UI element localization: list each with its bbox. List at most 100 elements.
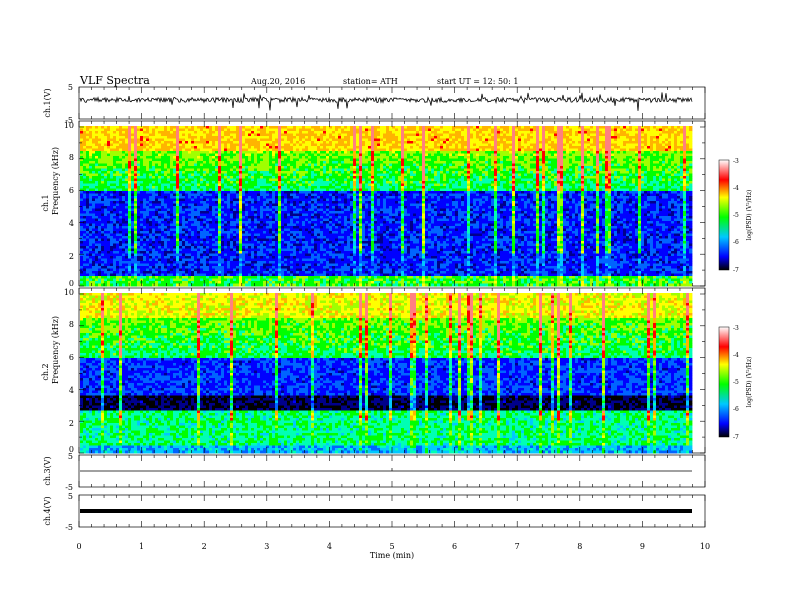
spectrogram-cell <box>254 216 258 219</box>
spectrogram-cell <box>113 198 117 202</box>
spectrogram-cell <box>152 283 156 287</box>
spectrogram-cell <box>161 168 165 172</box>
spectrogram-cell <box>230 248 234 252</box>
spectrogram-cell <box>122 133 126 137</box>
spectrogram-cell <box>248 143 252 147</box>
spectrogram-cell <box>92 141 96 144</box>
spectrogram-cell <box>170 251 174 254</box>
spectrogram-cell <box>80 236 84 239</box>
spectrogram-cell <box>308 218 312 222</box>
spectrogram-cell <box>137 273 141 277</box>
spectrogram-cell <box>218 163 222 167</box>
spectrogram-cell <box>206 283 210 287</box>
spectrogram-cell <box>89 261 93 264</box>
spectrogram-cell <box>134 213 138 217</box>
spectrogram-cell <box>221 273 225 277</box>
spectrogram-cell <box>95 196 99 199</box>
spectrogram-cell <box>290 268 294 272</box>
spectrogram-cell <box>197 131 201 134</box>
spectrogram-cell <box>281 241 285 244</box>
spectrogram-cell <box>281 128 285 132</box>
spectrogram-cell <box>182 203 186 207</box>
spectrogram-cell <box>86 191 90 194</box>
spectrogram-cell <box>230 161 234 164</box>
spectrogram-cell <box>116 153 120 157</box>
spectrogram-cell <box>182 183 186 187</box>
spectrogram-cell <box>296 181 300 184</box>
spectrogram-cell <box>287 163 291 167</box>
spectrogram-cell <box>170 208 174 212</box>
spectrogram-cell <box>119 188 123 192</box>
spectrogram-cell <box>296 136 300 139</box>
spectrogram-cell <box>302 138 306 142</box>
spectrogram-cell <box>224 131 228 134</box>
spectrogram-cell <box>230 226 234 229</box>
spectrogram-cell <box>146 236 150 239</box>
spectrogram-cell <box>191 136 195 139</box>
spectrogram-cell <box>263 183 267 187</box>
spectrogram-cell <box>116 236 120 239</box>
spectrogram-cell <box>215 178 219 182</box>
spectrogram-cell <box>110 208 114 212</box>
spectrogram-cell <box>83 163 87 167</box>
spectrogram-cell <box>95 216 99 219</box>
spectrogram-cell <box>128 143 132 147</box>
spectrogram-cell <box>152 248 156 252</box>
spectrogram-cell <box>89 168 93 172</box>
spectrogram-cell <box>224 163 228 167</box>
spectrogram-cell <box>188 151 192 154</box>
spectrogram-cell <box>278 263 282 267</box>
spectrogram-cell <box>191 233 195 237</box>
spectrogram-cell <box>95 176 99 179</box>
spectrogram-cell <box>92 136 96 139</box>
spectrogram-cell <box>140 193 144 197</box>
spectrogram-cell <box>200 186 204 189</box>
spectrogram-cell <box>299 273 303 277</box>
spectrogram-cell <box>206 168 210 172</box>
spectrogram-cell <box>92 143 96 147</box>
spectrogram-cell <box>278 266 282 269</box>
spectrogram-cell <box>98 203 102 207</box>
spectrogram-cell <box>218 213 222 217</box>
spectrogram-cell <box>122 166 126 169</box>
spectrogram-cell <box>230 156 234 159</box>
spectrogram-cell <box>152 143 156 147</box>
spectrogram-cell <box>215 146 219 149</box>
spectrogram-cell <box>185 216 189 219</box>
spectrogram-cell <box>86 173 90 177</box>
spectrogram-cell <box>182 168 186 172</box>
spectrogram-cell <box>125 203 129 207</box>
spectrogram-cell <box>254 131 258 134</box>
spectrogram-cell <box>182 158 186 162</box>
spectrogram-cell <box>200 223 204 227</box>
spectrogram-cell <box>278 276 282 279</box>
spectrogram-cell <box>194 193 198 197</box>
spectrogram-cell <box>182 226 186 229</box>
spectrogram-cell <box>155 168 159 172</box>
spectrogram-cell <box>230 266 234 269</box>
spectrogram-cell <box>275 258 279 262</box>
spectrogram-cell <box>188 223 192 227</box>
spectrogram-cell <box>86 153 90 157</box>
spectrogram-cell <box>230 153 234 157</box>
spectrogram-cell <box>110 191 114 194</box>
spectrogram-cell <box>224 226 228 229</box>
spectrogram-cell <box>104 268 108 272</box>
spectrogram-cell <box>287 176 291 179</box>
spectrogram-cell <box>257 136 261 139</box>
spectrogram-cell <box>134 201 138 204</box>
spectrogram-cell <box>200 201 204 204</box>
spectrogram-cell <box>284 271 288 274</box>
spectrogram-cell <box>95 186 99 189</box>
spectrogram-cell <box>176 206 180 209</box>
spectrogram-cell <box>89 241 93 244</box>
spectrogram-cell <box>260 208 264 212</box>
spectrogram-cell <box>116 213 120 217</box>
spectrogram-cell <box>260 248 264 252</box>
spectrogram-cell <box>173 126 177 129</box>
spectrogram-cell <box>191 153 195 157</box>
spectrogram-cell <box>80 246 84 249</box>
spectrogram-cell <box>161 191 165 194</box>
spectrogram-cell <box>161 166 165 169</box>
spectrogram-cell <box>86 171 90 174</box>
